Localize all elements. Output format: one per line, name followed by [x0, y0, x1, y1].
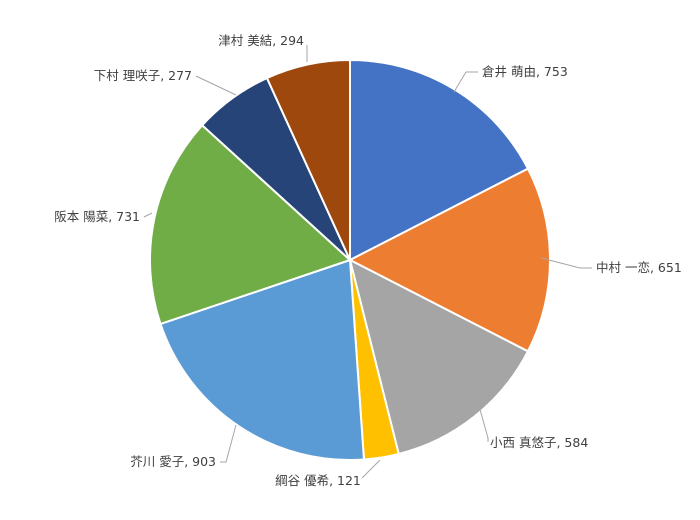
leader-line-5	[220, 424, 237, 463]
leader-line-3	[478, 405, 489, 442]
pie-slice-5	[159, 258, 366, 461]
data-label-3: 小西 真悠子, 584	[490, 435, 588, 450]
data-label-8: 津村 美結, 294	[218, 33, 304, 48]
data-labels: 倉井 萌由, 753 中村 一恋, 651 小西 真悠子, 584 綱谷 優希, 12…	[54, 33, 682, 488]
data-label-5: 芥川 愛子, 903	[130, 454, 216, 469]
pie-slices	[149, 58, 551, 461]
data-label-1: 倉井 萌由, 753	[482, 64, 568, 79]
data-label-4: 綱谷 優希, 121	[275, 473, 361, 488]
pie-slice-6	[149, 123, 352, 326]
pie-slice-8	[265, 58, 351, 261]
leader-line-4	[361, 459, 381, 479]
data-label-6: 阪本 陽菜, 731	[54, 209, 140, 224]
pie-slice-3	[348, 258, 530, 456]
leader-line-1	[453, 71, 478, 93]
leader-lines	[143, 45, 592, 479]
leader-line-2	[540, 257, 592, 269]
pie-slice-1	[349, 58, 530, 262]
data-label-7: 下村 理咲子, 277	[94, 68, 192, 83]
leader-line-6	[143, 212, 153, 218]
data-label-2: 中村 一恋, 651	[596, 260, 682, 275]
leader-line-7	[195, 75, 237, 96]
